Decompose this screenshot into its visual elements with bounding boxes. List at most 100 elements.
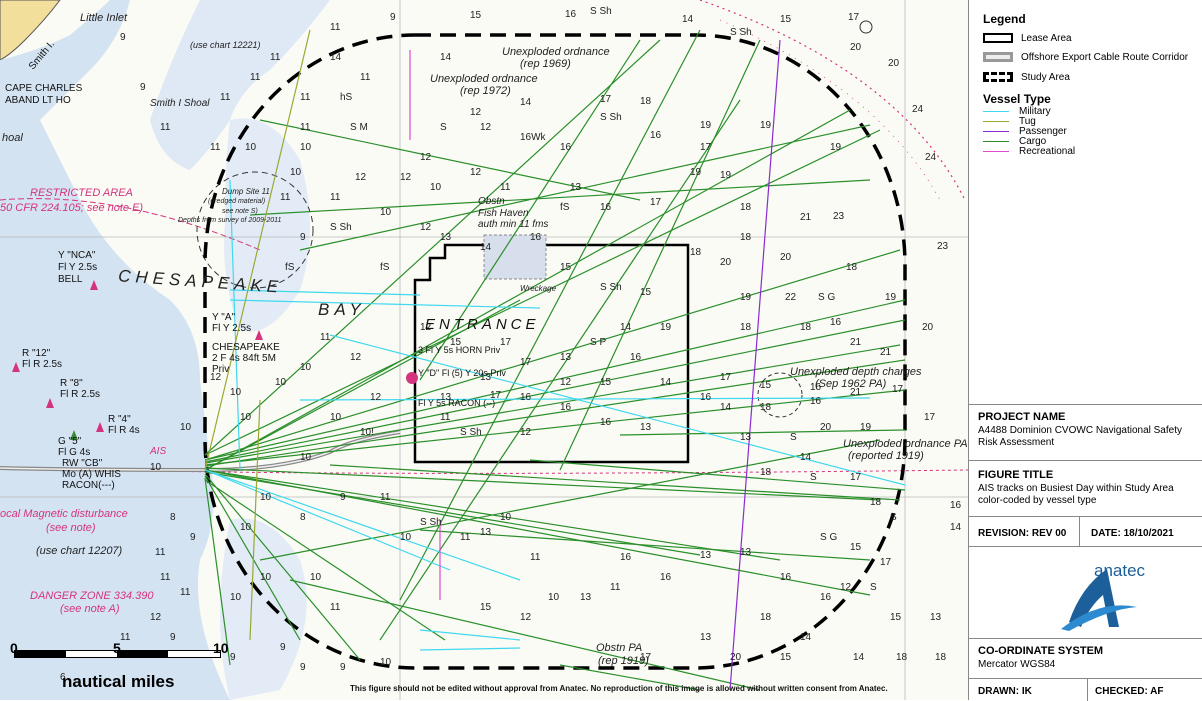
- svg-text:16Wk: 16Wk: [520, 132, 547, 143]
- svg-text:S: S: [870, 582, 877, 593]
- svg-text:14: 14: [620, 322, 632, 333]
- ais-track-military: [229, 179, 241, 471]
- svg-text:10: 10: [300, 362, 312, 373]
- svg-text:13: 13: [930, 612, 942, 623]
- ais-track-cargo: [249, 179, 871, 216]
- svg-text:10: 10: [330, 412, 342, 423]
- svg-text:S Sh: S Sh: [330, 222, 352, 233]
- circle-16: [757, 372, 803, 418]
- scale-ten: 10: [213, 640, 229, 656]
- revision-box: REVISION: REV 00 DATE: 18/10/2021: [969, 516, 1202, 547]
- drawn-checked-box: DRAWN: IK CHECKED: AF: [969, 678, 1202, 701]
- svg-text:10: 10: [380, 207, 392, 218]
- legend-vessel-military: Military: [983, 106, 1051, 117]
- svg-text:13: 13: [640, 422, 652, 433]
- svg-text:11: 11: [180, 587, 191, 598]
- svg-text:16: 16: [520, 392, 532, 403]
- svg-text:13: 13: [740, 547, 752, 558]
- svg-text:19: 19: [720, 170, 732, 181]
- svg-text:15: 15: [780, 14, 792, 25]
- scale-five: 5: [113, 640, 121, 656]
- svg-text:16: 16: [810, 382, 822, 393]
- svg-text:11: 11: [155, 547, 166, 558]
- vessel-type-title: Vessel Type: [983, 92, 1051, 106]
- label-use-chart-12207: (use chart 12207): [36, 545, 123, 557]
- svg-text:10: 10: [230, 592, 242, 603]
- nautical-chart-map[interactable]: 15 16 14 15 17 20 20 9 14 12 14 17 18 19 19 19 19 19 18 21 2…: [0, 0, 968, 700]
- svg-text:S Sh: S Sh: [600, 282, 622, 293]
- label-restricted-area: RESTRICTED AREA: [30, 187, 133, 199]
- svg-text:fS: fS: [380, 262, 390, 273]
- depth-soundings: 15 16 14 15 17 20 20 9 14 12 14 17 18 19 19 19 19 19 18 21 2…: [60, 6, 962, 683]
- legend-lease-area: Lease Area: [983, 33, 1072, 44]
- label-dump-site: Dump Site 11: [222, 187, 270, 196]
- ais-track-cargo: [204, 467, 881, 501]
- label-priv: Priv: [212, 364, 230, 375]
- svg-text:11: 11: [330, 192, 341, 203]
- svg-text:15: 15: [450, 337, 462, 348]
- svg-text:18: 18: [760, 402, 772, 413]
- svg-text:S G: S G: [820, 532, 837, 543]
- svg-text:16: 16: [565, 9, 577, 20]
- svg-text:14: 14: [682, 14, 694, 25]
- svg-text:9: 9: [340, 492, 346, 503]
- ais-track-cargo: [419, 39, 641, 381]
- svg-text:14: 14: [800, 632, 812, 643]
- svg-text:16: 16: [660, 572, 672, 583]
- coord-heading: CO-ORDINATE SYSTEM: [978, 645, 1104, 657]
- svg-text:16: 16: [700, 392, 712, 403]
- svg-text:10: 10: [245, 142, 257, 153]
- figure-title: AIS tracks on Busiest Day within Study A…: [978, 483, 1174, 506]
- label-cape-charles: CAPE CHARLES: [5, 83, 83, 94]
- svg-text:S Sh: S Sh: [600, 112, 622, 123]
- svg-text:12: 12: [470, 107, 482, 118]
- label-flr25: Fl R 2.5s: [22, 359, 63, 370]
- svg-text:15: 15: [850, 542, 862, 553]
- label-shoal: hoal: [2, 132, 23, 144]
- svg-text:16: 16: [620, 552, 632, 563]
- compass-rose-arc: [699, 0, 966, 201]
- svg-text:9: 9: [190, 532, 196, 543]
- svg-text:21: 21: [800, 212, 812, 223]
- label-smith-i-shoal: Smith I Shoal: [150, 98, 210, 109]
- label-unexploded-2: Unexploded ordnance: [430, 73, 538, 85]
- label-see-note-s: see note S): [222, 208, 258, 215]
- svg-text:12: 12: [520, 427, 532, 438]
- svg-text:17: 17: [848, 12, 860, 23]
- chart-graphics: 15 16 14 15 17 20 20 9 14 12 14 17 18 19 19 19 19 19 18 21 2…: [0, 0, 968, 700]
- svg-text:14: 14: [800, 452, 812, 463]
- label-dredged: (dredged material): [208, 198, 266, 205]
- svg-text:17: 17: [850, 472, 862, 483]
- label-see-note-a: (see note A): [60, 603, 120, 615]
- svg-text:16: 16: [820, 592, 832, 603]
- revision: REVISION: REV 00: [978, 528, 1067, 539]
- label-little-inlet: Little Inlet: [80, 12, 128, 24]
- svg-text:13: 13: [580, 592, 592, 603]
- ais-track-cargo: [619, 429, 906, 436]
- coordinate-box: CO-ORDINATE SYSTEM Mercator WGS84: [969, 638, 1202, 679]
- svg-text:10: 10: [500, 512, 512, 523]
- label-unexploded-3: Unexploded ordnance PA: [843, 438, 968, 450]
- svg-text:10: 10: [275, 377, 287, 388]
- ais-track-cargo: [204, 359, 906, 467]
- label-local-magnetic: ocal Magnetic disturbance: [0, 508, 128, 520]
- svg-text:14: 14: [330, 52, 342, 63]
- svg-text:11: 11: [440, 412, 451, 423]
- svg-text:10: 10: [380, 657, 392, 668]
- svg-text:19: 19: [700, 120, 712, 131]
- ais-track-cargo: [204, 475, 301, 641]
- label-fish-haven: Fish Haven: [478, 208, 529, 219]
- svg-text:17: 17: [700, 142, 712, 153]
- svg-text:14: 14: [480, 242, 492, 253]
- label-unexploded-depth: Unexploded depth charges: [790, 366, 922, 378]
- traffic-separation-line: [0, 466, 968, 474]
- svg-text:18: 18: [740, 232, 752, 243]
- svg-text:12: 12: [520, 612, 532, 623]
- ais-track-cargo: [204, 471, 701, 556]
- svg-text:15: 15: [640, 287, 652, 298]
- svg-text:12: 12: [420, 152, 432, 163]
- ais-track-cargo: [529, 459, 906, 491]
- svg-text:17: 17: [924, 412, 936, 423]
- svg-text:19: 19: [690, 167, 702, 178]
- shallow-water-west: [0, 0, 230, 700]
